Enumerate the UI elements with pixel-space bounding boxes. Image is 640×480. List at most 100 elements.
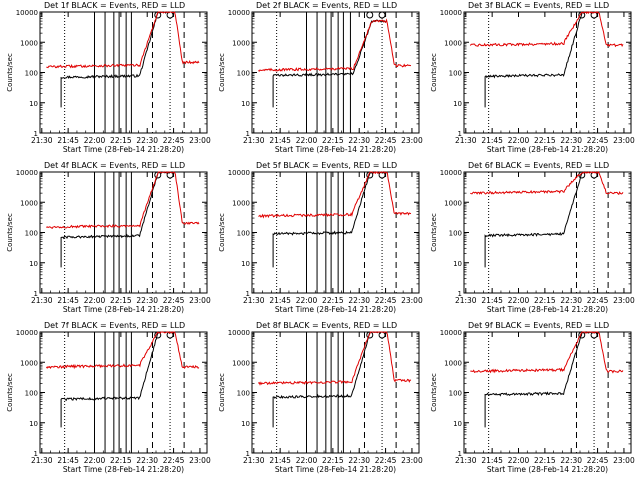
- x-tick-label: 21:45: [269, 136, 291, 145]
- y-tick-label: 10: [241, 100, 250, 108]
- x-tick-label: 21:45: [57, 456, 79, 465]
- x-tick-label: 22:30: [560, 296, 582, 305]
- x-tick-label: 22:15: [322, 456, 344, 465]
- y-tick-label: 10000: [228, 329, 250, 337]
- event-marker: [366, 11, 374, 19]
- x-tick-label: 22:15: [110, 296, 132, 305]
- y-tick-label: 1000: [20, 359, 38, 367]
- x-axis-label: Start Time (28-Feb-14 21:28:20): [275, 145, 396, 154]
- events-series-line: [272, 19, 388, 108]
- y-axis-label: Counts/sec: [6, 53, 14, 92]
- y-tick-label: 1: [34, 450, 38, 458]
- x-tick-label: 22:00: [84, 136, 106, 145]
- x-axis-label: Start Time (28-Feb-14 21:28:20): [275, 465, 396, 474]
- x-tick-label: 23:00: [189, 456, 211, 465]
- lld-series-line: [46, 11, 200, 69]
- x-axis-label: Start Time (28-Feb-14 21:28:20): [487, 305, 608, 314]
- y-tick-label: 10000: [16, 9, 38, 17]
- y-axis-label: Counts/sec: [218, 373, 226, 412]
- y-tick-label: 1000: [444, 359, 462, 367]
- y-tick-label: 100: [25, 70, 38, 78]
- x-tick-label: 22:30: [560, 456, 582, 465]
- y-tick-label: 1000: [20, 39, 38, 47]
- x-tick-label: 22:15: [322, 296, 344, 305]
- x-tick-label: 23:00: [613, 136, 635, 145]
- y-tick-label: 10: [453, 420, 462, 428]
- x-axis-label: Start Time (28-Feb-14 21:28:20): [487, 145, 608, 154]
- x-tick-label: 22:30: [560, 136, 582, 145]
- detector-plot: Det 3f BLACK = Events, RED = LLD 1 10 100 10…: [430, 1, 635, 154]
- y-tick-label: 1: [34, 130, 38, 138]
- y-axis-label: Counts/sec: [430, 373, 438, 412]
- x-tick-label: 22:00: [508, 456, 530, 465]
- events-series-line: [272, 331, 388, 428]
- detector-plot: Det 2f BLACK = Events, RED = LLD 1 10 100 10…: [218, 1, 423, 154]
- y-tick-label: 100: [449, 70, 462, 78]
- y-tick-label: 10: [453, 100, 462, 108]
- x-tick-label: 22:00: [84, 296, 106, 305]
- plot-title: Det 5f BLACK = Events, RED = LLD: [256, 161, 397, 170]
- x-tick-label: 21:45: [481, 296, 503, 305]
- x-tick-label: 21:30: [31, 456, 53, 465]
- lld-series-line: [469, 11, 624, 48]
- y-tick-label: 10000: [440, 329, 462, 337]
- plot-title: Det 4f BLACK = Events, RED = LLD: [44, 161, 185, 170]
- x-tick-label: 22:00: [508, 136, 530, 145]
- x-tick-label: 22:45: [163, 456, 185, 465]
- x-tick-label: 22:15: [534, 136, 556, 145]
- y-tick-label: 100: [449, 390, 462, 398]
- x-tick-label: 21:30: [243, 456, 265, 465]
- x-tick-label: 21:45: [481, 456, 503, 465]
- detector-plot: Det 7f BLACK = Events, RED = LLD 1 10 100 10…: [6, 321, 211, 474]
- x-tick-label: 22:45: [375, 296, 397, 305]
- detector-plot: Det 5f BLACK = Events, RED = LLD 1 10 100 10…: [218, 161, 423, 314]
- x-tick-label: 21:30: [243, 136, 265, 145]
- plot-title: Det 8f BLACK = Events, RED = LLD: [256, 321, 397, 330]
- event-marker: [378, 11, 386, 19]
- detector-plot: Det 9f BLACK = Events, RED = LLD 1 10 100 10…: [430, 321, 635, 474]
- x-axis-label: Start Time (28-Feb-14 21:28:20): [63, 145, 184, 154]
- x-axis-label: Start Time (28-Feb-14 21:28:20): [63, 465, 184, 474]
- x-tick-label: 22:30: [348, 456, 370, 465]
- y-tick-label: 10000: [228, 169, 250, 177]
- x-tick-label: 22:30: [136, 456, 158, 465]
- x-tick-label: 22:00: [296, 136, 318, 145]
- y-tick-label: 1: [34, 290, 38, 298]
- x-tick-label: 22:30: [136, 136, 158, 145]
- x-tick-label: 21:30: [243, 296, 265, 305]
- x-tick-label: 22:30: [348, 296, 370, 305]
- y-axis-label: Counts/sec: [218, 213, 226, 252]
- lld-series-line: [470, 331, 624, 374]
- events-series-line: [60, 331, 176, 428]
- x-tick-label: 21:30: [455, 136, 477, 145]
- y-tick-label: 100: [449, 230, 462, 238]
- x-tick-label: 22:00: [296, 456, 318, 465]
- y-tick-label: 1: [246, 290, 250, 298]
- lld-series-line: [45, 331, 200, 370]
- x-axis-label: Start Time (28-Feb-14 21:28:20): [487, 465, 608, 474]
- x-tick-label: 23:00: [613, 296, 635, 305]
- y-tick-label: 1000: [444, 199, 462, 207]
- detector-plot: Det 8f BLACK = Events, RED = LLD 1 10 100 10…: [218, 321, 423, 474]
- lld-series-line: [46, 171, 200, 229]
- y-axis-label: Counts/sec: [430, 53, 438, 92]
- y-tick-label: 100: [25, 390, 38, 398]
- x-axis-label: Start Time (28-Feb-14 21:28:20): [63, 305, 184, 314]
- y-tick-label: 1000: [232, 199, 250, 207]
- y-tick-label: 100: [237, 70, 250, 78]
- lld-series-line: [258, 171, 412, 219]
- y-tick-label: 10000: [440, 169, 462, 177]
- x-tick-label: 22:00: [296, 296, 318, 305]
- y-axis-label: Counts/sec: [6, 213, 14, 252]
- y-tick-label: 100: [237, 230, 250, 238]
- plot-title: Det 6f BLACK = Events, RED = LLD: [468, 161, 609, 170]
- x-tick-label: 22:45: [587, 456, 609, 465]
- y-tick-label: 10: [29, 420, 38, 428]
- y-tick-label: 10000: [16, 329, 38, 337]
- plot-title: Det 2f BLACK = Events, RED = LLD: [256, 1, 397, 10]
- y-tick-label: 10000: [228, 9, 250, 17]
- lld-series-line: [257, 331, 412, 386]
- x-tick-label: 22:30: [348, 136, 370, 145]
- x-tick-label: 21:45: [269, 296, 291, 305]
- detector-plot: Det 4f BLACK = Events, RED = LLD 1 10 100 10…: [6, 161, 211, 314]
